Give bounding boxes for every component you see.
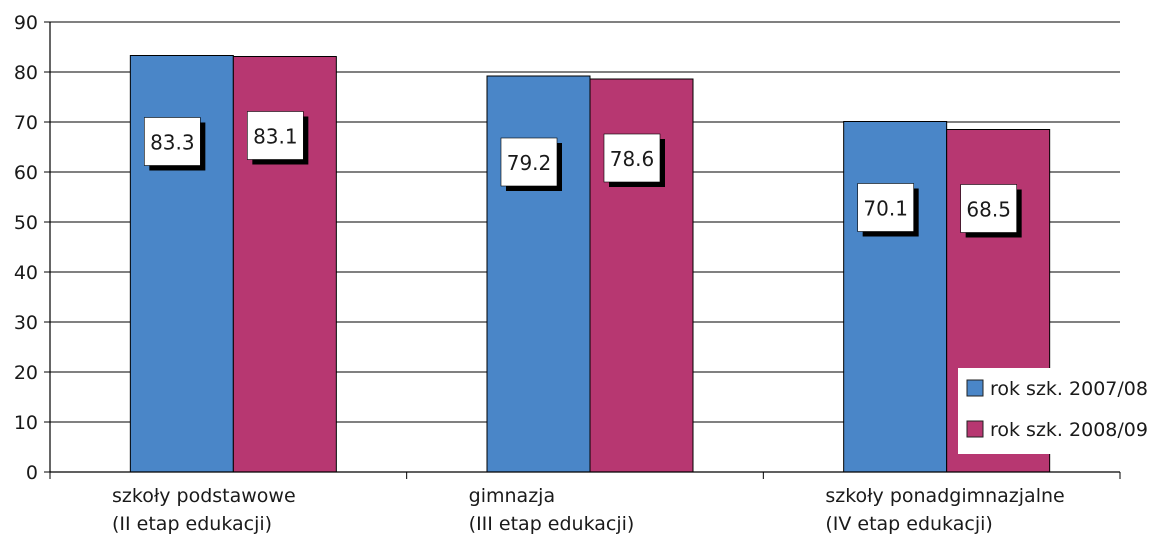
- data-label: 83.1: [253, 125, 298, 149]
- y-tick-label: 10: [14, 412, 38, 434]
- category-label: (III etap edukacji): [469, 513, 635, 535]
- data-label-box: [247, 111, 304, 160]
- bar: [486, 75, 591, 473]
- category-label: (IV etap edukacji): [825, 513, 992, 535]
- data-label-box: [144, 117, 201, 166]
- data-label: 79.2: [507, 151, 552, 175]
- legend-swatch-2008-09: [966, 420, 984, 438]
- y-tick-label: 80: [14, 62, 38, 84]
- data-labels: 83.3 83.1 79.2 78.6 70.1 68.5: [144, 111, 1022, 238]
- data-label-box: [500, 137, 558, 187]
- legend: rok szk. 2007/08 rok szk. 2008/09: [958, 368, 1172, 454]
- data-label: 68.5: [966, 198, 1011, 222]
- data-label: 83.3: [150, 131, 195, 155]
- bar: [843, 121, 948, 473]
- category-label: szkoły podstawowe: [112, 485, 296, 507]
- y-tick-label: 0: [26, 462, 38, 484]
- axes: 0 10 20 30 40 50 60 70 80 90 szkoły podstawowe (II …: [14, 12, 1121, 535]
- legend-label-2007-08: rok szk. 2007/08: [990, 378, 1148, 400]
- y-tick-label: 30: [14, 312, 38, 334]
- data-label-box: [603, 133, 661, 183]
- category-label: (II etap edukacji): [112, 513, 272, 535]
- data-label-box: [960, 184, 1017, 233]
- data-label: 70.1: [863, 197, 908, 221]
- y-tick-label: 40: [14, 262, 38, 284]
- category-label: gimnazja: [469, 485, 555, 507]
- legend-label-2008-09: rok szk. 2008/09: [990, 419, 1148, 441]
- category-label: szkoły ponadgimnazjalne: [825, 485, 1064, 507]
- legend-box: [958, 368, 1172, 454]
- y-tick-label: 20: [14, 362, 38, 384]
- y-tick-label: 90: [14, 12, 38, 34]
- data-label-box: [857, 183, 914, 232]
- data-label: 78.6: [610, 147, 655, 171]
- y-tick-label: 60: [14, 162, 38, 184]
- y-tick-label: 50: [14, 212, 38, 234]
- y-tick-label: 70: [14, 112, 38, 134]
- legend-swatch-2007-08: [966, 379, 984, 397]
